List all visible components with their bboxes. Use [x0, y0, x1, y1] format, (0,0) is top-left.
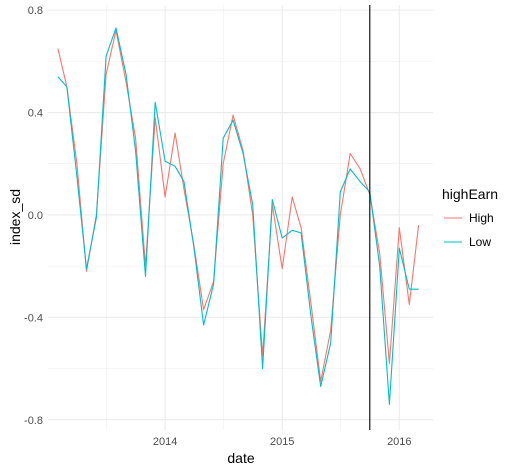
- grid-lines: [48, 5, 433, 430]
- y-tick-label: 0.0: [28, 210, 43, 222]
- x-tick-label: 2016: [387, 436, 411, 448]
- y-axis-title: index_sd: [7, 189, 23, 245]
- y-tick-label: 0.8: [28, 5, 43, 17]
- y-tick-label: -0.8: [24, 415, 43, 427]
- x-tick-label: 2014: [153, 436, 177, 448]
- legend-label-low: Low: [469, 235, 491, 249]
- series-line-low: [57, 27, 419, 405]
- series-line-high: [57, 30, 420, 382]
- x-axis-title: date: [227, 450, 254, 466]
- legend-label-high: High: [469, 211, 494, 225]
- legend: highEarn High Low: [442, 186, 498, 249]
- series-lines: [57, 27, 420, 405]
- x-axis-ticks: 2014 2015 2016: [153, 436, 412, 448]
- y-tick-label: 0.4: [28, 108, 43, 120]
- x-tick-label: 2015: [270, 436, 294, 448]
- y-axis-ticks: 0.8 0.4 0.0 -0.4 -0.8: [24, 5, 43, 427]
- legend-title: highEarn: [442, 186, 498, 202]
- y-tick-label: -0.4: [24, 312, 43, 324]
- legend-items: High Low: [444, 211, 494, 249]
